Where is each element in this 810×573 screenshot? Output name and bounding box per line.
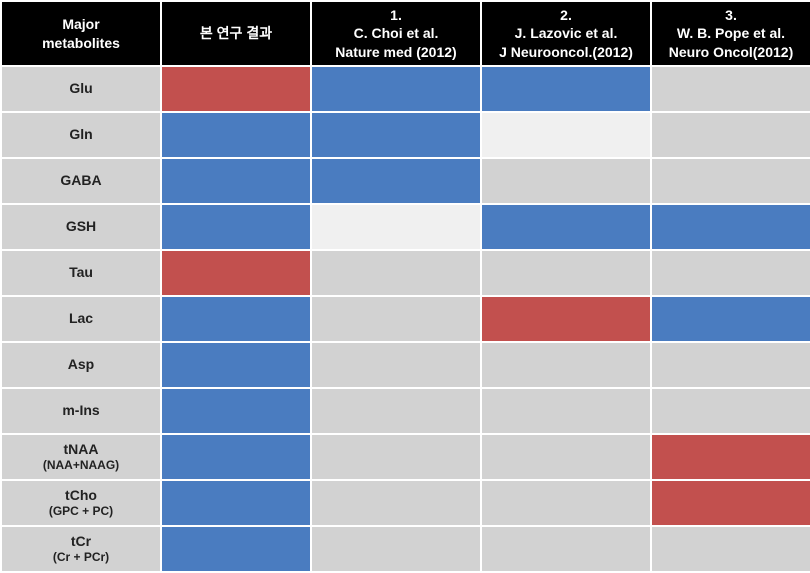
table-row: Tau [1,250,810,296]
row-label: tCr(Cr + PCr) [1,526,161,572]
data-cell [311,342,481,388]
header-cell-1: 본 연구 결과 [161,1,311,66]
data-cell [311,66,481,112]
row-label: tNAA(NAA+NAAG) [1,434,161,480]
data-cell [161,66,311,112]
data-cell [481,66,651,112]
table-row: Gln [1,112,810,158]
table-row: GABA [1,158,810,204]
data-cell [311,112,481,158]
header-cell-0: Majormetabolites [1,1,161,66]
data-cell [651,112,810,158]
table-head: Majormetabolites본 연구 결과1.C. Choi et al.N… [1,1,810,66]
data-cell [161,112,311,158]
data-cell [481,342,651,388]
data-cell [651,388,810,434]
row-label: Tau [1,250,161,296]
row-label: GSH [1,204,161,250]
data-cell [651,204,810,250]
data-cell [481,388,651,434]
row-label: m-Ins [1,388,161,434]
table-row: m-Ins [1,388,810,434]
row-label: Glu [1,66,161,112]
data-cell [481,158,651,204]
row-label: tCho(GPC + PC) [1,480,161,526]
data-cell [481,296,651,342]
table-row: Asp [1,342,810,388]
data-cell [161,388,311,434]
data-cell [311,480,481,526]
row-label: Gln [1,112,161,158]
data-cell [311,250,481,296]
header-cell-3: 2.J. Lazovic et al.J Neurooncol.(2012) [481,1,651,66]
header-cell-4: 3.W. B. Pope et al.Neuro Oncol(2012) [651,1,810,66]
table-row: Lac [1,296,810,342]
header-cell-2: 1.C. Choi et al.Nature med (2012) [311,1,481,66]
header-row: Majormetabolites본 연구 결과1.C. Choi et al.N… [1,1,810,66]
data-cell [311,434,481,480]
data-cell [481,250,651,296]
data-cell [481,480,651,526]
table-body: GluGlnGABAGSHTauLacAspm-InstNAA(NAA+NAAG… [1,66,810,572]
row-label: GABA [1,158,161,204]
data-cell [651,480,810,526]
data-cell [481,434,651,480]
data-cell [161,158,311,204]
metabolite-comparison-table: Majormetabolites본 연구 결과1.C. Choi et al.N… [0,0,810,573]
data-cell [651,526,810,572]
data-cell [311,526,481,572]
data-cell [651,296,810,342]
data-cell [651,342,810,388]
data-cell [161,434,311,480]
data-cell [651,158,810,204]
table-row: GSH [1,204,810,250]
data-cell [651,66,810,112]
data-cell [161,250,311,296]
data-cell [311,296,481,342]
row-label: Lac [1,296,161,342]
data-cell [481,112,651,158]
data-cell [311,158,481,204]
data-cell [651,250,810,296]
table-row: tCho(GPC + PC) [1,480,810,526]
row-label: Asp [1,342,161,388]
table-row: tCr(Cr + PCr) [1,526,810,572]
data-cell [161,480,311,526]
data-cell [161,342,311,388]
data-cell [161,296,311,342]
data-cell [481,204,651,250]
data-cell [311,388,481,434]
table-row: tNAA(NAA+NAAG) [1,434,810,480]
data-cell [651,434,810,480]
data-cell [311,204,481,250]
data-cell [161,526,311,572]
table-row: Glu [1,66,810,112]
data-cell [161,204,311,250]
data-cell [481,526,651,572]
